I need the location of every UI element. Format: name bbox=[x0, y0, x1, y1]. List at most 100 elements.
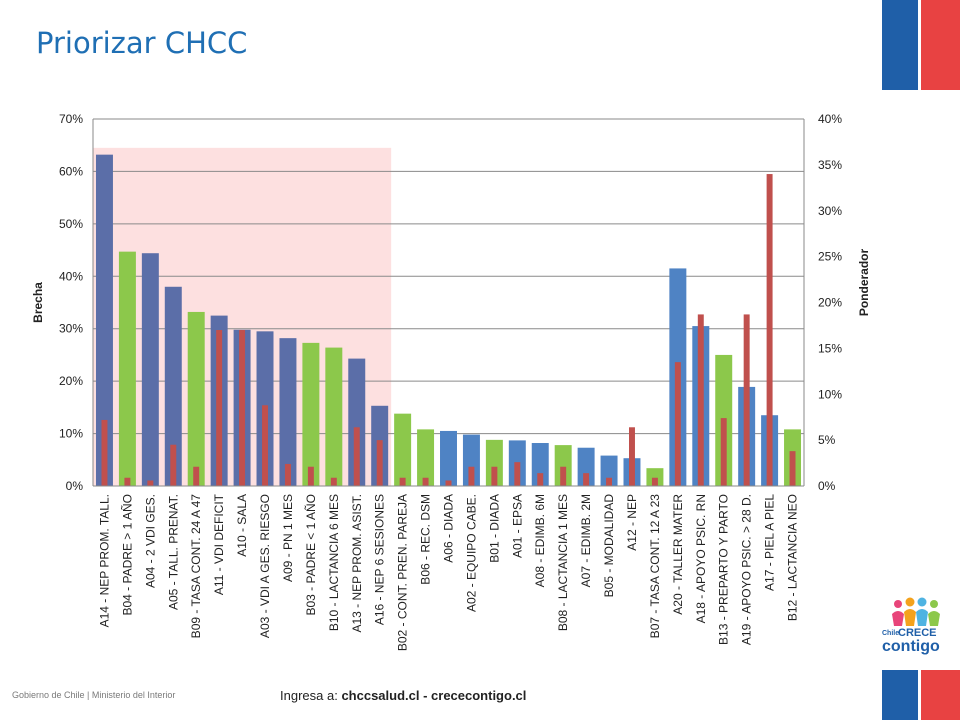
ponderador-bar bbox=[330, 477, 337, 486]
y2-tick-label: 35% bbox=[818, 158, 842, 172]
brecha-bar bbox=[600, 455, 618, 486]
brecha-bar bbox=[646, 468, 664, 486]
x-category-label: A19 - APOYO PSIC. > 28 D. bbox=[740, 494, 754, 645]
x-category-label: A03 - VDI A GES. RIESGO bbox=[258, 494, 272, 638]
flag-blue-stripe bbox=[882, 0, 918, 90]
x-category-label: A14 - NEP PROM. TALL. bbox=[97, 494, 111, 627]
ponderador-bar bbox=[514, 462, 521, 486]
y-tick-label: 50% bbox=[59, 217, 83, 231]
ponderador-bar bbox=[583, 473, 590, 486]
ponderador-bar bbox=[629, 427, 635, 486]
footer-urls[interactable]: chccsalud.cl - crececontigo.cl bbox=[341, 688, 527, 703]
brecha-bar bbox=[348, 358, 366, 486]
x-category-label: B05 - MODALIDAD bbox=[602, 494, 616, 598]
ponderador-bar bbox=[216, 330, 223, 486]
brecha-bar bbox=[325, 347, 343, 486]
ponderador-bar bbox=[147, 480, 154, 486]
x-category-label: B08 - LACTANCIA 1 MES bbox=[556, 494, 570, 631]
x-category-label: A07 - EDIMB. 2M bbox=[579, 494, 593, 587]
flag-red-stripe bbox=[921, 0, 960, 90]
children-logo-icon bbox=[892, 597, 940, 626]
y-tick-label: 30% bbox=[59, 322, 83, 336]
y2-tick-label: 40% bbox=[818, 112, 842, 126]
x-category-label: A18 - APOYO PSIC. RN bbox=[694, 494, 708, 623]
ponderador-bar bbox=[399, 477, 406, 486]
x-category-label: A09 - PN 1 MES bbox=[281, 494, 295, 582]
ponderador-bar bbox=[170, 444, 177, 486]
brecha-bar bbox=[462, 434, 480, 486]
crece-contigo-logo: Chile CRECE contigo bbox=[876, 596, 956, 656]
flag-blue-stripe bbox=[882, 670, 918, 720]
ponderador-bar bbox=[376, 440, 383, 486]
ponderador-bar bbox=[445, 480, 452, 486]
x-category-label: A13 - NEP PROM. ASIST. bbox=[350, 494, 364, 633]
ponderador-bar bbox=[606, 477, 613, 486]
ponderador-bar bbox=[491, 466, 498, 486]
y2-tick-label: 10% bbox=[818, 387, 842, 401]
y2-tick-label: 15% bbox=[818, 341, 842, 355]
ponderador-bar bbox=[193, 466, 200, 486]
chile-flag-top bbox=[880, 0, 960, 90]
brecha-bar bbox=[417, 429, 435, 486]
footer-government: Gobierno de Chile | Ministerio del Inter… bbox=[12, 690, 176, 700]
brecha-bar bbox=[118, 251, 136, 486]
brecha-bar bbox=[531, 443, 549, 486]
brecha-bar bbox=[95, 154, 113, 486]
logo-contigo: contigo bbox=[882, 638, 940, 655]
y-tick-label: 40% bbox=[59, 269, 83, 283]
ponderador-bar bbox=[789, 451, 796, 486]
y-tick-label: 20% bbox=[59, 374, 83, 388]
y2-tick-label: 30% bbox=[818, 204, 842, 218]
y2-tick-label: 0% bbox=[818, 479, 836, 493]
y-tick-label: 0% bbox=[66, 479, 84, 493]
ponderador-bar bbox=[674, 362, 681, 486]
x-category-label: A12 - NEP bbox=[625, 494, 639, 551]
y2-tick-label: 5% bbox=[818, 433, 836, 447]
brecha-bar bbox=[187, 311, 205, 486]
ponderador-bar bbox=[743, 314, 750, 486]
brecha-bar bbox=[141, 253, 159, 486]
x-category-label: B04 - PADRE > 1 AÑO bbox=[120, 494, 134, 616]
x-category-label: B02 - CONT. PREN. PAREJA bbox=[396, 494, 410, 651]
ponderador-bar bbox=[124, 477, 131, 486]
ponderador-bar bbox=[239, 330, 246, 486]
x-category-label: B09 - TASA CONT. 24 A 47 bbox=[189, 494, 203, 639]
logo-crece: CRECE bbox=[898, 627, 937, 639]
y-tick-label: 70% bbox=[59, 112, 83, 126]
ponderador-bar bbox=[284, 463, 291, 486]
logo-prefix: Chile bbox=[882, 630, 900, 637]
ponderador-bar bbox=[101, 419, 108, 486]
footer-links: Ingresa a: chccsalud.cl - crececontigo.c… bbox=[280, 688, 526, 703]
brecha-bar bbox=[394, 413, 412, 486]
x-category-label: A01 - EPSA bbox=[510, 494, 524, 558]
y2-tick-label: 25% bbox=[818, 250, 842, 264]
brecha-bar bbox=[554, 445, 572, 486]
ponderador-bar bbox=[468, 466, 475, 486]
x-category-label: A17 - PIEL A PIEL bbox=[763, 494, 777, 591]
flag-red-stripe bbox=[921, 670, 960, 720]
footer-prefix: Ingresa a: bbox=[280, 688, 342, 703]
brecha-bar bbox=[577, 447, 595, 486]
chile-flag-bottom bbox=[880, 670, 960, 720]
x-category-label: A11 - VDI DEFICIT bbox=[212, 493, 226, 595]
y-tick-label: 60% bbox=[59, 164, 83, 178]
ponderador-bar bbox=[651, 477, 658, 486]
x-category-label: A02 - EQUIPO CABE. bbox=[464, 494, 478, 612]
x-category-label: B03 - PADRE < 1 AÑO bbox=[304, 494, 318, 616]
x-category-label: A16 - NEP 6 SESIONES bbox=[373, 494, 387, 625]
brecha-bar bbox=[440, 430, 457, 486]
ponderador-bar bbox=[766, 174, 773, 487]
x-category-label: B13 - PREPARTO Y PARTO bbox=[717, 494, 731, 645]
ponderador-bar bbox=[560, 466, 567, 486]
ponderador-bar bbox=[697, 314, 704, 486]
y-tick-label: 10% bbox=[59, 427, 83, 441]
x-category-label: B01 - DIADA bbox=[487, 494, 501, 563]
x-category-label: B10 - LACTANCIA 6 MES bbox=[327, 494, 341, 631]
x-category-label: B12 - LACTANCIA NEO bbox=[786, 494, 800, 621]
brecha-bar bbox=[164, 286, 182, 486]
ponderador-bar bbox=[353, 427, 360, 486]
x-category-label: B07 - TASA CONT. 12 A 23 bbox=[648, 494, 662, 639]
x-category-label: A20 - TALLER MATER bbox=[671, 494, 685, 615]
ponderador-bar bbox=[307, 466, 314, 486]
x-category-label: B06 - REC. DSM bbox=[419, 494, 433, 585]
